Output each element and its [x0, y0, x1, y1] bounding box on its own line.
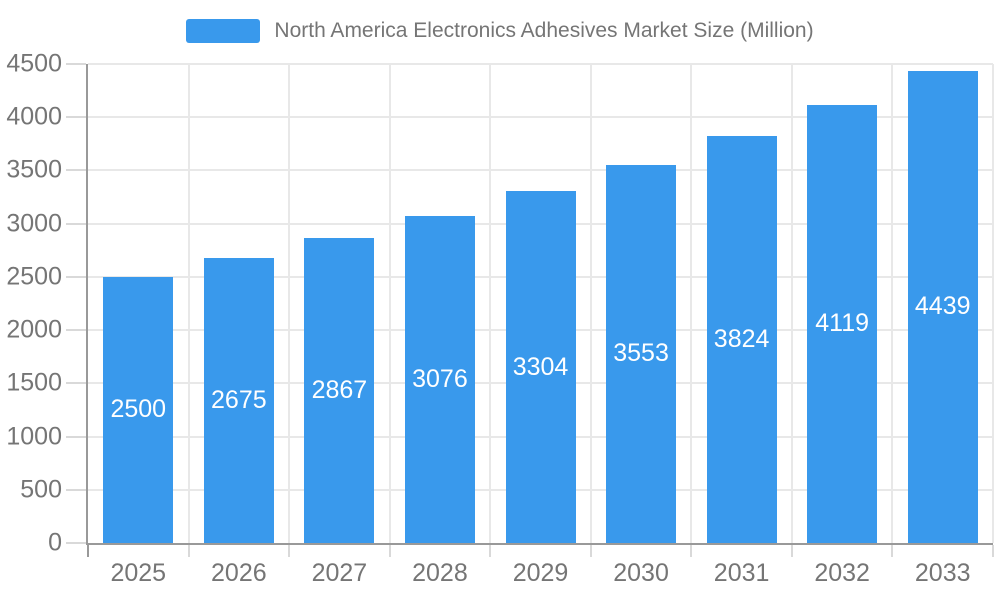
- y-tick-mark: [66, 222, 86, 225]
- y-tick-mark: [66, 275, 86, 278]
- bar-value-label: 2867: [311, 375, 368, 404]
- bar-2027[interactable]: 2867: [304, 237, 375, 543]
- y-axis-label: 2500: [6, 262, 62, 291]
- x-tick-mark: [87, 545, 89, 557]
- x-axis-label: 2026: [211, 559, 267, 587]
- bar-value-label: 4439: [914, 292, 971, 321]
- y-tick-mark: [66, 382, 86, 385]
- x-axis-label: 2031: [713, 559, 770, 587]
- y-tick-mark: [66, 542, 86, 544]
- y-axis-label: 3000: [6, 209, 62, 238]
- v-gridline: [388, 64, 391, 543]
- y-tick-mark: [66, 116, 86, 119]
- bar-2031[interactable]: 3824: [706, 135, 777, 543]
- bar-value-label: 3824: [713, 324, 770, 353]
- y-tick-mark: [66, 435, 86, 438]
- h-gridline: [88, 169, 993, 172]
- h-gridline: [88, 63, 993, 65]
- plot-area: 0 500 1000 1500 2000 2500 3000 3500 4000 4500 2500…: [6, 51, 994, 586]
- y-axis-label: 1000: [6, 422, 62, 451]
- x-axis-label: 2032: [814, 559, 870, 587]
- y-tick-mark: [66, 63, 86, 65]
- v-gridline: [489, 64, 492, 543]
- bar-2032[interactable]: 4119: [807, 104, 878, 543]
- y-tick-mark: [66, 488, 86, 491]
- y-axis-line: [86, 64, 88, 545]
- v-gridline: [891, 64, 894, 543]
- h-gridline: [88, 116, 993, 119]
- x-axis-label: 2025: [110, 559, 167, 587]
- x-tick-mark: [589, 545, 592, 557]
- bar-2030[interactable]: 3553: [606, 164, 677, 543]
- v-gridline: [790, 64, 793, 543]
- x-tick-mark: [187, 545, 190, 557]
- y-tick-mark: [66, 169, 86, 172]
- x-axis-line: [86, 543, 993, 545]
- x-tick-mark: [489, 545, 492, 557]
- bar-2029[interactable]: 3304: [505, 191, 576, 543]
- bar-2033[interactable]: 4439: [907, 70, 978, 543]
- x-axis-label: 2027: [311, 559, 368, 587]
- x-axis-label: 2033: [914, 559, 971, 587]
- legend: North America Electronics Adhesives Mark…: [0, 19, 1000, 43]
- bar-value-label: 2500: [110, 395, 167, 424]
- legend-swatch-icon: [186, 19, 261, 43]
- y-tick-mark: [66, 329, 86, 332]
- x-tick-mark: [992, 545, 994, 557]
- v-gridline: [288, 64, 291, 543]
- y-axis-label: 500: [20, 475, 62, 504]
- y-axis-label: 4000: [6, 102, 62, 131]
- x-tick-mark: [288, 545, 291, 557]
- bar-value-label: 3076: [412, 364, 468, 393]
- x-axis-label: 2028: [412, 559, 468, 587]
- x-axis-label: 2030: [613, 559, 669, 587]
- v-gridline: [690, 64, 693, 543]
- legend-item[interactable]: North America Electronics Adhesives Mark…: [186, 19, 814, 43]
- y-axis-label: 1500: [6, 368, 62, 397]
- y-axis-label: 2000: [6, 315, 62, 344]
- x-tick-mark: [891, 545, 894, 557]
- bar-value-label: 3304: [512, 352, 569, 381]
- v-gridline: [992, 64, 994, 543]
- bar-value-label: 2675: [211, 386, 267, 415]
- legend-label: North America Electronics Adhesives Mark…: [274, 19, 814, 42]
- bar-value-label: 4119: [815, 309, 870, 338]
- v-gridline: [589, 64, 592, 543]
- v-gridline: [187, 64, 190, 543]
- y-axis-label: 0: [48, 528, 62, 557]
- x-tick-mark: [690, 545, 693, 557]
- x-axis-label: 2029: [512, 559, 569, 587]
- bar-2025[interactable]: 2500: [103, 276, 174, 543]
- x-tick-mark: [790, 545, 793, 557]
- bar-value-label: 3553: [613, 339, 669, 368]
- y-axis-label: 3500: [6, 155, 62, 184]
- y-axis-label: 4500: [6, 49, 62, 78]
- bar-2026[interactable]: 2675: [203, 258, 274, 543]
- x-tick-mark: [388, 545, 391, 557]
- bar-2028[interactable]: 3076: [404, 215, 475, 543]
